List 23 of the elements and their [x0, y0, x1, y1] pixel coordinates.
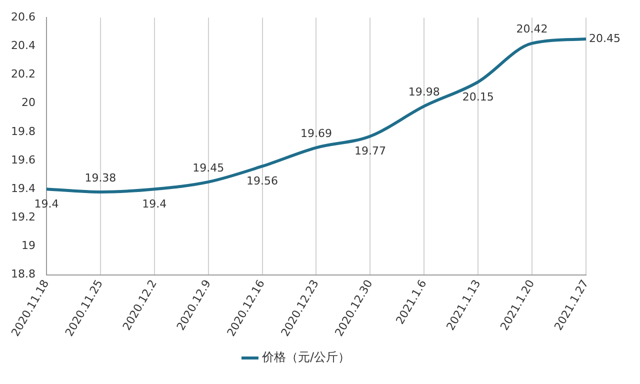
legend-label: 价格（元/公斤）	[260, 350, 350, 364]
y-tick-label: 19.8	[10, 124, 36, 138]
data-label: 19.56	[246, 174, 278, 188]
y-tick-label: 20.4	[10, 39, 36, 52]
y-tick-label: 19.2	[10, 210, 36, 224]
data-label: 19.45	[192, 161, 224, 174]
data-label: 19.38	[84, 171, 116, 184]
y-tick-label: 20.6	[10, 10, 36, 24]
y-tick-label: 19	[21, 239, 36, 252]
data-label: 20.42	[516, 22, 548, 36]
data-label: 20.15	[462, 90, 494, 104]
data-label: 19.4	[34, 197, 59, 210]
data-label: 20.45	[589, 32, 620, 45]
y-tick-label: 19.6	[10, 153, 36, 166]
y-tick-label: 20	[21, 96, 36, 110]
data-label: 19.4	[142, 197, 167, 210]
line-series	[44, 38, 588, 194]
data-label: 19.69	[300, 127, 332, 140]
data-label: 19.98	[408, 86, 440, 99]
y-tick-label: 20.2	[10, 68, 36, 81]
y-tick-label: 19.4	[10, 182, 36, 195]
y-tick-label: 18.8	[10, 268, 36, 281]
data-label: 19.77	[354, 144, 386, 158]
